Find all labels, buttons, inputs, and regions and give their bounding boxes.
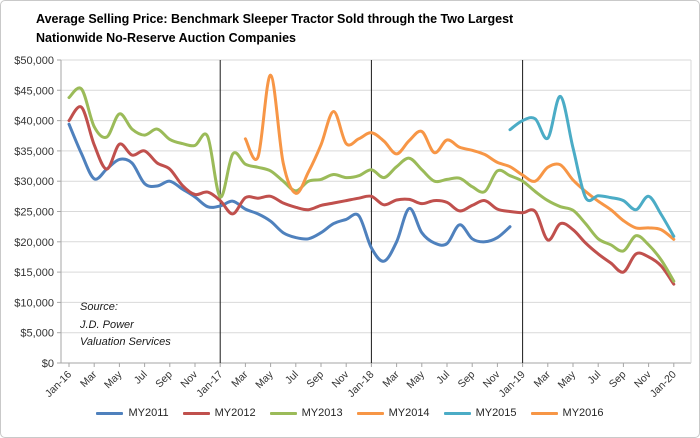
y-tick-label: $30,000 — [14, 176, 54, 188]
x-tick-label: Sep — [456, 369, 478, 391]
source-note-line-2: J.D. Power — [80, 318, 134, 331]
legend-item-MY2011: MY2011 — [96, 407, 169, 419]
legend-swatch-MY2012 — [182, 411, 210, 415]
x-tick-label: Jan-19 — [497, 369, 528, 400]
y-tick-label: $5,000 — [20, 328, 54, 340]
source-note-line-3: Valuation Services — [80, 336, 171, 349]
legend: MY2011 MY2012 MY2013 MY2014 MY2015 MY2016 — [1, 407, 699, 419]
x-tick-label: Jul — [434, 369, 452, 387]
legend-swatch-MY2015 — [443, 411, 471, 415]
x-tick-label: May — [556, 368, 579, 391]
series-line-MY2014 — [243, 73, 676, 241]
chart-title-line-2: Nationwide No-Reserve Auction Companies — [36, 30, 296, 45]
x-tick-label: Mar — [78, 368, 100, 390]
legend-label-MY2011: MY2011 — [128, 407, 169, 419]
legend-swatch-MY2014 — [356, 411, 384, 415]
x-tick-label: Jan-20 — [648, 369, 679, 400]
source-note: Source: J.D. Power Valuation Services — [80, 299, 171, 352]
source-note-line-1: Source: — [80, 301, 118, 313]
x-tick-label: May — [404, 368, 427, 391]
legend-label-MY2012: MY2012 — [214, 407, 256, 419]
legend-label-MY2015: MY2015 — [475, 407, 517, 419]
x-tick-label: Jan-18 — [345, 369, 376, 400]
x-tick-label: Mar — [380, 368, 402, 390]
x-tick-label: Sep — [304, 369, 326, 391]
chart-title-line-1: Average Selling Price: Benchmark Sleeper… — [36, 12, 514, 26]
chart-title: Average Selling Price: Benchmark Sleeper… — [36, 10, 656, 48]
y-tick-label: $35,000 — [14, 146, 54, 158]
y-tick-label: $20,000 — [14, 237, 54, 249]
x-tick-label: Jan-17 — [194, 369, 225, 400]
x-tick-label: Sep — [607, 369, 629, 391]
legend-item-MY2012: MY2012 — [182, 407, 256, 419]
legend-item-MY2013: MY2013 — [269, 407, 343, 419]
legend-item-MY2015: MY2015 — [443, 407, 517, 419]
legend-label-MY2014: MY2014 — [388, 407, 430, 419]
y-tick-label: $45,000 — [14, 85, 54, 97]
series-line-MY2013 — [67, 86, 676, 283]
x-tick-label: Jul — [283, 369, 301, 387]
y-tick-label: $15,000 — [14, 267, 54, 279]
legend-swatch-MY2011 — [96, 411, 124, 415]
x-tick-label: May — [253, 368, 276, 391]
x-tick-label: May — [102, 368, 125, 391]
legend-label-MY2016: MY2016 — [562, 407, 604, 419]
x-tick-label: Jan-16 — [43, 369, 74, 400]
y-tick-label: $0 — [42, 358, 54, 370]
y-tick-label: $25,000 — [14, 207, 54, 219]
legend-swatch-MY2016 — [530, 411, 558, 415]
legend-item-MY2016: MY2016 — [530, 407, 604, 419]
series-line-MY2011 — [67, 122, 512, 263]
legend-item-MY2014: MY2014 — [356, 407, 430, 419]
y-tick-label: $50,000 — [14, 55, 54, 67]
series-line-MY2012 — [67, 105, 676, 286]
x-tick-label: Sep — [153, 369, 175, 391]
x-tick-label: Mar — [229, 368, 251, 390]
y-tick-label: $40,000 — [14, 116, 54, 128]
legend-label-MY2013: MY2013 — [301, 407, 343, 419]
legend-swatch-MY2013 — [269, 411, 297, 415]
x-tick-label: Jul — [585, 369, 603, 387]
x-tick-label: Jul — [132, 369, 150, 387]
y-tick-label: $10,000 — [14, 297, 54, 309]
x-tick-label: Mar — [532, 368, 554, 390]
series-line-MY2015 — [508, 94, 676, 238]
